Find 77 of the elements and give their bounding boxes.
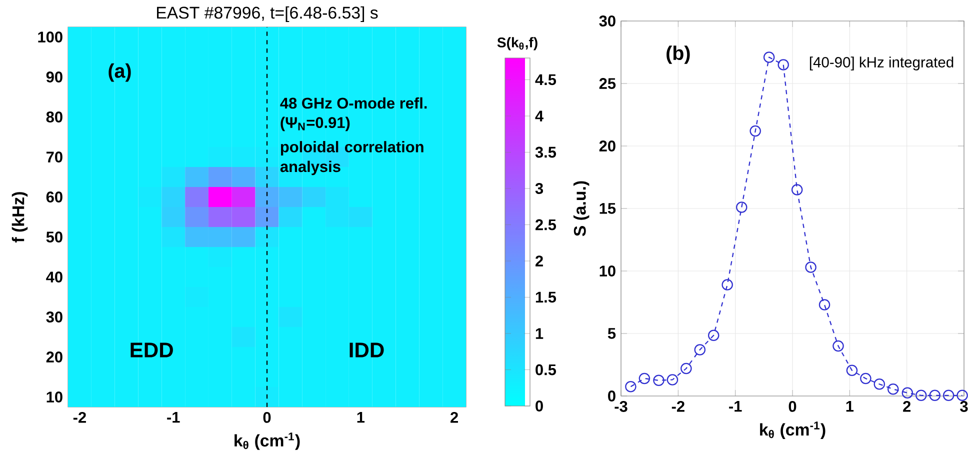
annotation: EDD [130, 342, 173, 358]
point [874, 378, 886, 390]
color-bar-label: 4 [535, 110, 544, 122]
color-bar-label: 0.5 [536, 364, 556, 376]
y-tick-label: 10 [46, 392, 62, 402]
annotation: (b) [666, 46, 690, 64]
x-tick-label: 1 [357, 412, 365, 423]
x-tick-label: -1 [167, 412, 180, 423]
point [887, 384, 899, 395]
annotation: [40-90] kHz integrated [810, 56, 954, 70]
color-bar-label: 3 [535, 183, 544, 194]
y-tick-label: 100 [38, 32, 62, 42]
y-tick-label: 25 [599, 78, 616, 89]
point [846, 364, 858, 376]
x-tick-label: -3 [614, 400, 628, 412]
color-bar-label: 2.5 [536, 219, 556, 230]
color-bar-label: 4.5 [535, 74, 556, 86]
point [778, 59, 789, 70]
y-tick-label: 60 [46, 192, 62, 202]
color-bar-label: 1 [536, 328, 544, 339]
point [708, 330, 720, 341]
point [916, 390, 927, 401]
y-tick-label: 70 [46, 152, 62, 162]
y-tick-label: 5 [608, 328, 616, 339]
y-tick-label: 10 [600, 266, 616, 276]
y-tick-label: 30 [599, 16, 616, 26]
annotation: (Ψ$_{N}$=0.91) [280, 116, 350, 132]
point [832, 340, 844, 352]
color-bar-label: 2 [536, 256, 543, 266]
chart-title: EAST #87996, t=[6.48-6.53] s [157, 6, 378, 22]
point [722, 279, 733, 290]
point [791, 184, 803, 196]
annotation: IDD [350, 342, 384, 358]
point [653, 374, 664, 386]
y-tick-label: 15 [600, 203, 616, 214]
color-bar-label: 3.5 [535, 146, 556, 158]
color-bar-title: S(k$_{θ}$,f) [497, 37, 538, 50]
y-axis-title: f (kHz) [12, 192, 28, 242]
y-tick-label: 20 [599, 140, 616, 152]
annotation: 48 GHz O-mode refl. [280, 97, 427, 109]
point [942, 390, 954, 401]
point [680, 362, 692, 374]
color-bar-label: 1.5 [536, 292, 556, 303]
y-tick-label: 80 [46, 112, 62, 122]
point [818, 299, 830, 310]
x-tick-label: 2 [903, 400, 911, 412]
point [956, 390, 968, 401]
x-tick-label: -1 [729, 400, 742, 412]
point [929, 390, 940, 401]
point [638, 372, 650, 384]
y-tick-label: 90 [46, 72, 62, 82]
x-tick-label: 2 [450, 412, 458, 423]
y-tick-label: 40 [46, 272, 62, 282]
x-axis-title: k$_{θ}$ (cm$^{-1}$) [760, 422, 826, 439]
y-tick-label: 30 [46, 312, 62, 322]
point [750, 125, 761, 137]
x-tick-label: -2 [672, 400, 684, 412]
x-axis-title: k$_{θ}$ (cm$^{-1}$) [234, 432, 300, 450]
point [666, 374, 678, 386]
y-tick-label: 0 [608, 390, 616, 402]
y-tick-label: 50 [46, 232, 62, 242]
point [694, 344, 706, 356]
point [805, 262, 816, 273]
point [902, 387, 914, 399]
x-tick-label: -2 [73, 412, 86, 423]
point [625, 381, 636, 392]
x-tick-label: 1 [846, 400, 854, 412]
y-tick-label: 20 [46, 352, 62, 362]
annotation: (a) [108, 63, 131, 82]
point [736, 202, 748, 213]
y-axis-title: S (a.u.) [573, 181, 590, 236]
annotation: poloidal correlation analysis [280, 141, 424, 176]
x-tick-label: 0 [788, 400, 796, 412]
point [860, 372, 872, 384]
x-tick-label: 0 [263, 412, 271, 423]
x-tick-label: 3 [960, 400, 968, 412]
point [763, 52, 775, 63]
